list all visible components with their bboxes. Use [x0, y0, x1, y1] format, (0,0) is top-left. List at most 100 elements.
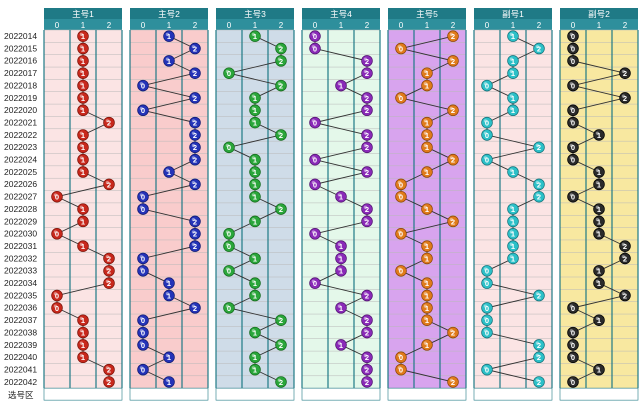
ball-highlight	[397, 267, 401, 271]
ball-highlight	[105, 119, 109, 123]
value-ball	[567, 351, 579, 364]
ball-value-label: 1	[425, 205, 429, 214]
value-ball	[335, 339, 347, 351]
ball-highlight	[595, 279, 600, 283]
ball-value-label: 0	[571, 32, 575, 41]
value-ball	[309, 277, 321, 289]
ball-value-label: 1	[253, 328, 257, 337]
ball-value-label: 2	[279, 131, 283, 140]
value-ball	[361, 104, 373, 117]
value-ball	[249, 252, 261, 265]
ball-highlight	[251, 106, 255, 111]
ball-value-label: 1	[425, 341, 429, 350]
value-ball	[507, 228, 519, 240]
value-ball	[223, 228, 235, 240]
ball-highlight	[165, 168, 169, 172]
ball-highlight	[621, 69, 626, 74]
value-ball	[361, 314, 373, 326]
value-ball	[103, 277, 115, 289]
value-ball	[77, 42, 89, 55]
value-ball	[507, 92, 519, 104]
trend-line-segment	[142, 183, 196, 198]
value-ball	[593, 203, 605, 215]
ball-value-label: 0	[571, 143, 575, 152]
ball-highlight	[277, 45, 281, 49]
ball-highlight	[311, 230, 315, 234]
value-ball	[137, 104, 149, 117]
period-label: 2022039	[4, 340, 37, 350]
ball-value-label: 1	[81, 341, 85, 350]
trend-line-segment	[486, 295, 540, 309]
value-ball	[533, 141, 545, 154]
panel-footer	[559, 387, 639, 401]
ball-highlight	[165, 353, 169, 358]
ball-highlight	[535, 45, 540, 49]
value-ball	[77, 67, 89, 79]
value-ball	[103, 265, 115, 277]
ball-highlight	[397, 230, 401, 234]
ball-highlight	[139, 205, 143, 209]
footer-label: 选号区	[8, 390, 34, 400]
column-header: 1	[425, 21, 430, 30]
ball-highlight	[621, 94, 626, 98]
ball-highlight	[165, 57, 169, 61]
ball-value-label: 0	[571, 304, 575, 313]
ball-highlight	[53, 304, 58, 308]
ball-highlight	[483, 156, 487, 160]
column-header-bar	[560, 19, 638, 30]
period-label: 2022028	[4, 204, 37, 214]
value-ball	[507, 30, 519, 42]
period-label: 2022024	[4, 155, 37, 165]
ball-value-label: 2	[107, 378, 111, 387]
ball-highlight	[509, 106, 513, 111]
ball-value-label: 1	[167, 168, 171, 177]
ball-value-label: 2	[623, 291, 627, 300]
value-ball	[103, 363, 115, 376]
ball-value-label: 1	[425, 291, 429, 300]
ball-value-label: 2	[107, 279, 111, 288]
ball-highlight	[277, 131, 281, 135]
period-label: 2022032	[4, 253, 37, 263]
ball-value-label: 2	[279, 44, 283, 53]
ball-value-label: 1	[81, 69, 85, 78]
column-header: 1	[253, 21, 258, 30]
panel-footer	[43, 387, 123, 401]
trend-line-segment	[400, 35, 454, 49]
ball-value-label: 1	[81, 316, 85, 325]
ball-highlight	[53, 193, 58, 197]
ball-value-label: 1	[339, 254, 343, 263]
ball-value-label: 0	[313, 44, 317, 53]
ball-value-label: 1	[597, 316, 601, 325]
ball-highlight	[337, 255, 341, 259]
column-header: 0	[485, 21, 490, 30]
ball-value-label: 2	[365, 69, 369, 78]
ball-highlight	[621, 255, 626, 259]
value-ball	[421, 252, 433, 265]
trend-line-segment	[400, 48, 454, 62]
value-ball	[481, 302, 493, 314]
ball-highlight	[569, 378, 574, 382]
value-ball	[447, 153, 459, 166]
ball-value-label: 2	[451, 106, 455, 115]
ball-highlight	[53, 292, 58, 296]
ball-value-label: 2	[279, 57, 283, 66]
period-label: 2022023	[4, 142, 37, 152]
ball-value-label: 0	[399, 230, 403, 239]
ball-highlight	[337, 242, 341, 246]
trend-line-segment	[142, 72, 196, 87]
column-header-bar	[130, 19, 208, 30]
panel-title-bar	[560, 8, 638, 19]
value-ball	[567, 55, 579, 67]
ball-highlight	[139, 316, 143, 321]
value-ball	[275, 55, 287, 67]
ball-value-label: 0	[141, 81, 145, 90]
ball-highlight	[191, 242, 195, 246]
ball-highlight	[251, 193, 255, 197]
ball-highlight	[449, 378, 453, 382]
ball-highlight	[621, 242, 626, 246]
value-ball	[223, 67, 235, 79]
panel-title-bar	[474, 8, 552, 19]
ball-highlight	[449, 156, 453, 160]
ball-value-label: 2	[193, 69, 197, 78]
ball-highlight	[449, 57, 453, 61]
